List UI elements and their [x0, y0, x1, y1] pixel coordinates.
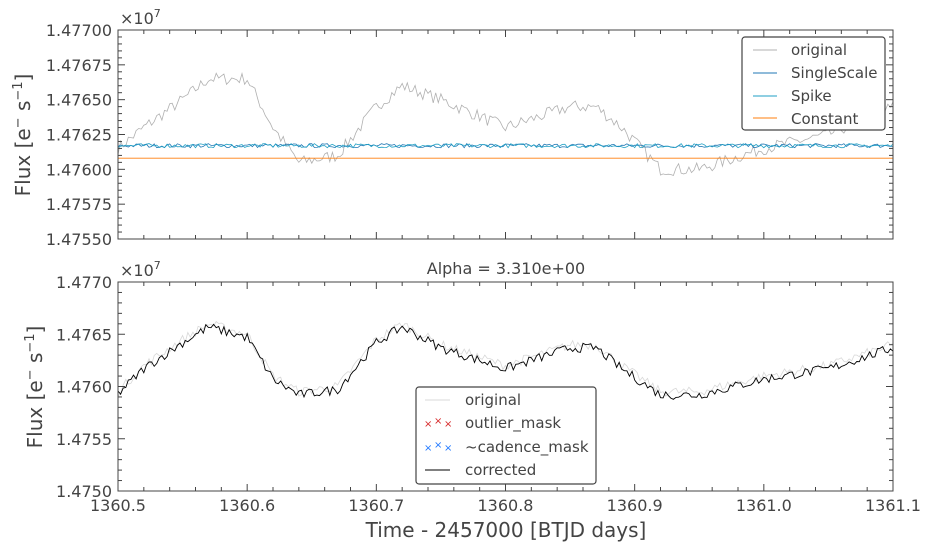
bottom-legend-label-original: original — [465, 391, 521, 409]
xtick-label: 1360.8 — [478, 496, 534, 515]
bottom-panel-title: Alpha = 3.310e+00 — [427, 259, 585, 278]
top-xticks — [117, 30, 894, 239]
bottom-offset-label: ×107 — [120, 259, 161, 280]
x-axis-label: Time - 2457000 [BTJD days] — [365, 518, 647, 542]
top-legend-label-constant: Constant — [791, 110, 859, 128]
xtick-label: 1361.1 — [865, 496, 921, 515]
bottom-legend-swatch-cadence: × × × — [424, 440, 452, 454]
top-yticks: 1.47550 1.47575 1.47600 1.47625 1.47650 1.476… — [46, 21, 893, 249]
svg-text:×: × — [434, 416, 442, 427]
bottom-series-original — [117, 320, 894, 397]
bottom-legend: original × × × outlier_mask × × × ~cadence_m… — [415, 386, 597, 485]
bottom-legend-label-corrected: corrected — [465, 461, 536, 479]
bottom-legend-label-outlier: outlier_mask — [465, 414, 561, 433]
xtick-label: 1360.5 — [90, 496, 146, 515]
bottom-legend-label-cadence: ~cadence_mask — [465, 438, 589, 457]
top-y-axis-label: Flux [e− s−1] — [11, 74, 35, 197]
svg-text:×: × — [424, 419, 432, 430]
bottom-ytick-label: 1.4765 — [56, 325, 112, 344]
top-series-original — [117, 72, 894, 177]
bottom-ytick-label: 1.4760 — [56, 378, 112, 397]
bottom-y-axis-label: Flux [e− s−1] — [23, 326, 47, 449]
svg-text:×: × — [444, 443, 452, 454]
top-ytick-label: 1.47550 — [46, 230, 112, 249]
top-legend-label-original: original — [791, 41, 847, 59]
bottom-ytick-label: 1.4755 — [56, 430, 112, 449]
top-legend-box — [741, 36, 886, 131]
bottom-series-layer — [117, 320, 894, 400]
xtick-label: 1360.6 — [219, 496, 275, 515]
top-ytick-label: 1.47700 — [46, 21, 112, 40]
svg-text:×: × — [444, 419, 452, 430]
bottom-legend-swatch-outlier: × × × — [424, 416, 452, 430]
bottom-series-corrected — [117, 323, 894, 400]
bottom-xticks: 1360.5 1360.6 1360.7 1360.8 1360.9 1361.0 1361… — [90, 282, 921, 515]
top-offset-label: ×107 — [120, 7, 161, 28]
top-panel: 1.47550 1.47575 1.47600 1.47625 1.47650 1.476… — [11, 7, 894, 249]
svg-text:×: × — [434, 440, 442, 451]
bottom-legend-box — [415, 386, 597, 485]
top-ytick-label: 1.47675 — [46, 56, 112, 75]
top-legend: original SingleScale Spike Constant — [741, 36, 886, 131]
top-series-layer — [117, 72, 894, 177]
top-ytick-label: 1.47600 — [46, 160, 112, 179]
bottom-ytick-label: 1.4770 — [56, 273, 112, 292]
top-ytick-label: 1.47650 — [46, 91, 112, 110]
xtick-label: 1361.0 — [736, 496, 792, 515]
xtick-label: 1360.9 — [607, 496, 663, 515]
top-series-spike — [117, 143, 894, 149]
svg-text:×: × — [424, 443, 432, 454]
top-ytick-label: 1.47625 — [46, 126, 112, 145]
bottom-ytick-label: 1.4750 — [56, 482, 112, 501]
top-ytick-label: 1.47575 — [46, 195, 112, 214]
top-legend-label-singlescale: SingleScale — [791, 64, 877, 82]
top-legend-label-spike: Spike — [791, 87, 832, 105]
bottom-yticks: 1.4750 1.4755 1.4760 1.4765 1.4770 — [56, 273, 893, 501]
xtick-label: 1360.7 — [348, 496, 404, 515]
